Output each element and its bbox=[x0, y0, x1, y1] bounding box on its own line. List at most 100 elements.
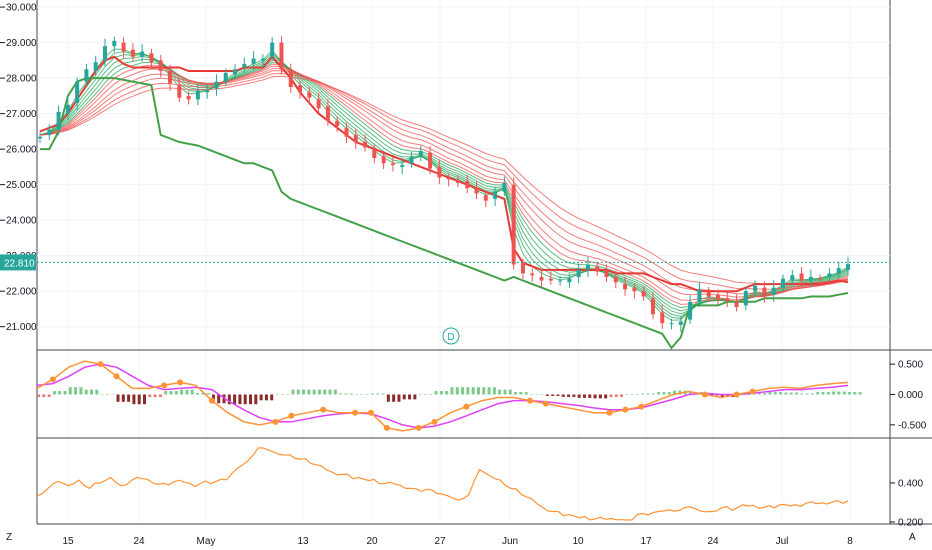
x-tick-label: 27 bbox=[434, 536, 446, 547]
histogram-bar bbox=[662, 392, 666, 395]
candle-body bbox=[390, 163, 395, 166]
histogram-bar bbox=[779, 392, 783, 395]
histogram-bar bbox=[174, 391, 178, 395]
candle-body bbox=[678, 321, 683, 325]
candle-body bbox=[511, 184, 516, 265]
x-tick-label: 8 bbox=[847, 536, 853, 547]
histogram-bar bbox=[641, 393, 645, 395]
histogram-bar bbox=[514, 392, 518, 395]
histogram-bar bbox=[556, 394, 560, 396]
x-tick-label: Jul bbox=[776, 536, 789, 547]
histogram-bar bbox=[741, 394, 745, 395]
last-price-tag bbox=[0, 254, 36, 271]
histogram-bar bbox=[37, 394, 40, 397]
lower-tick-label: 0.200 bbox=[898, 518, 923, 529]
candle-body bbox=[493, 191, 498, 199]
oscillator-line bbox=[36, 360, 849, 432]
candle-body bbox=[799, 273, 804, 281]
histogram-bar bbox=[42, 394, 46, 397]
osc-tick-label: 0.000 bbox=[898, 390, 923, 401]
candle-body bbox=[353, 134, 358, 143]
histogram-bar bbox=[116, 394, 120, 402]
histogram-bar bbox=[455, 387, 459, 395]
histogram-bar bbox=[127, 394, 131, 402]
candle-body bbox=[84, 69, 89, 82]
histogram-bar bbox=[365, 394, 369, 395]
candle-body bbox=[344, 127, 349, 137]
signal-line bbox=[36, 363, 849, 429]
crossover-dot bbox=[383, 424, 390, 431]
crossover-dot bbox=[622, 406, 629, 413]
histogram-bar bbox=[572, 394, 576, 397]
crossover-dot bbox=[113, 373, 120, 380]
crossover-dot bbox=[288, 412, 295, 419]
candle-body bbox=[158, 60, 163, 72]
candle-body bbox=[660, 312, 665, 324]
osc-tick-label: 0.500 bbox=[898, 360, 923, 371]
x-tick-label: 24 bbox=[707, 536, 719, 547]
histogram-bar bbox=[148, 394, 152, 397]
histogram-bar bbox=[508, 389, 512, 395]
histogram-bar bbox=[593, 394, 597, 399]
candle-body bbox=[715, 294, 720, 299]
histogram-bar bbox=[429, 394, 433, 395]
histogram-bar bbox=[688, 392, 692, 395]
candle-body bbox=[613, 276, 618, 283]
histogram-bar bbox=[153, 394, 157, 397]
candle-body bbox=[808, 276, 813, 281]
crossover-dot bbox=[97, 361, 104, 368]
histogram-bar bbox=[614, 394, 618, 397]
candle-body bbox=[632, 287, 637, 292]
histogram-bar bbox=[100, 394, 104, 395]
histogram-bar bbox=[312, 389, 316, 395]
slow-ma-line bbox=[39, 75, 849, 286]
candle-body bbox=[260, 58, 265, 61]
histogram-bar bbox=[397, 394, 401, 402]
x-tick-label: 10 bbox=[572, 536, 584, 547]
candle-body bbox=[753, 285, 758, 292]
crossover-dot bbox=[352, 409, 359, 416]
candle-body bbox=[316, 99, 321, 109]
candle-body bbox=[604, 269, 609, 277]
histogram-bar bbox=[381, 393, 385, 395]
auto-scale-toggle[interactable]: A bbox=[909, 532, 916, 543]
candle-body bbox=[836, 268, 841, 274]
candle-body bbox=[437, 166, 442, 178]
timezone-toggle[interactable]: Z bbox=[6, 532, 13, 543]
histogram-bar bbox=[344, 393, 348, 395]
candle-body bbox=[56, 111, 61, 130]
crossover-dot bbox=[542, 400, 549, 407]
candle-body bbox=[818, 278, 823, 280]
candle-body bbox=[790, 275, 795, 281]
candle-body bbox=[567, 278, 572, 283]
fast-ma-line bbox=[39, 48, 849, 321]
histogram-bar bbox=[816, 392, 820, 395]
histogram-bar bbox=[201, 393, 205, 395]
histogram-bar bbox=[773, 392, 777, 395]
histogram-bar bbox=[386, 394, 390, 402]
histogram-bar bbox=[392, 394, 396, 402]
histogram-bar bbox=[418, 394, 422, 395]
x-tick-label: May bbox=[197, 536, 216, 547]
candle-body bbox=[539, 276, 544, 281]
histogram-bar bbox=[413, 394, 417, 400]
crossover-dot bbox=[526, 397, 533, 404]
histogram-bar bbox=[217, 394, 221, 404]
candle-body bbox=[140, 51, 145, 57]
histogram-bar bbox=[280, 394, 284, 395]
histogram-bar bbox=[243, 394, 247, 405]
histogram-bar bbox=[763, 393, 767, 395]
histogram-bar bbox=[74, 387, 78, 395]
y-tick-label: 25.000 bbox=[6, 180, 37, 191]
candle-body bbox=[363, 142, 368, 148]
slow-ma-line bbox=[39, 65, 849, 301]
candle-body bbox=[242, 63, 247, 68]
histogram-bar bbox=[551, 394, 555, 396]
x-tick-label: 13 bbox=[297, 536, 309, 547]
histogram-bar bbox=[747, 394, 751, 395]
histogram-bar bbox=[545, 394, 549, 396]
histogram-bar bbox=[492, 387, 496, 395]
dividend-marker[interactable] bbox=[442, 327, 460, 345]
histogram-bar bbox=[482, 387, 486, 395]
histogram-bar bbox=[275, 394, 279, 395]
